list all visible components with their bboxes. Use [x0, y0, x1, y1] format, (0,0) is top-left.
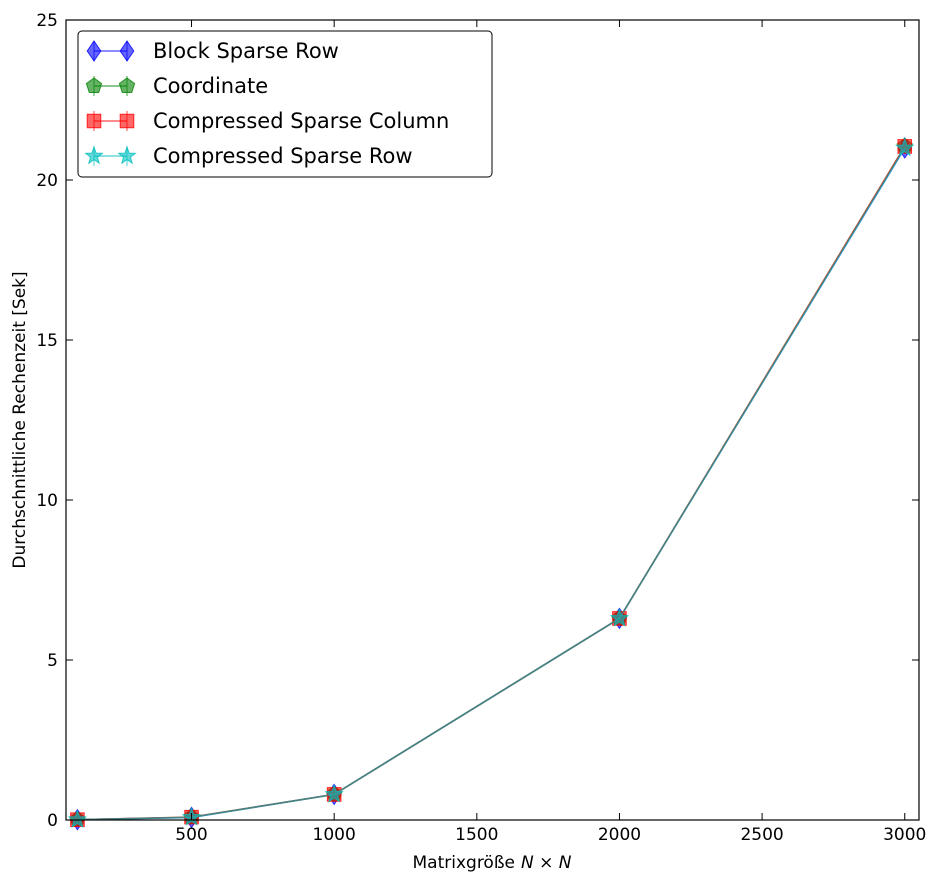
x-tick-label: 1500: [455, 825, 498, 845]
series-line: [77, 147, 906, 821]
legend-label: Coordinate: [153, 74, 268, 98]
x-axis-label: Matrixgröße N × N: [413, 853, 572, 873]
legend-box: [77, 30, 493, 178]
legend-item-3: Compressed Sparse Row: [84, 144, 413, 168]
ticks-layer: 500 1000 1500 2000 2500 3000 0 5 10 15 20 25: [36, 11, 926, 845]
series-line: [77, 147, 906, 821]
legend-marker: [84, 145, 104, 165]
y-tick-label: 5: [47, 651, 58, 671]
series-line: [77, 145, 906, 821]
legend-label: Block Sparse Row: [153, 39, 339, 63]
legend-items: Block Sparse Row Coordinate Compressed Spa…: [84, 39, 449, 168]
data-point: [609, 608, 630, 627]
series-line: [77, 145, 906, 821]
legend: Block Sparse Row Coordinate Compressed Spa…: [77, 30, 493, 178]
x-tick-label: 1000: [313, 825, 356, 845]
y-tick-label: 10: [36, 491, 58, 511]
x-axis-label-text: Matrixgröße: [413, 853, 516, 873]
x-tick-label: 3000: [883, 825, 926, 845]
legend-label: Compressed Sparse Column: [153, 109, 449, 133]
y-axis-label: Durchschnittliche Rechenzeit [Sek]: [10, 271, 30, 568]
data-point: [67, 809, 88, 828]
legend-marker: [86, 113, 102, 129]
series-2: [70, 139, 913, 827]
legend-label: Compressed Sparse Row: [153, 144, 413, 168]
legend-marker: [85, 77, 103, 93]
y-tick-label: 15: [36, 331, 58, 351]
data-point: [894, 137, 915, 157]
plot-frame: [65, 19, 920, 821]
series-0: [70, 137, 913, 831]
legend-marker: [86, 40, 102, 62]
x-tick-label: 2500: [740, 825, 783, 845]
x-axis-label-math: N × N: [521, 853, 572, 873]
legend-marker: [119, 40, 135, 62]
series-layer: [67, 137, 915, 831]
legend-item-1: Coordinate: [85, 74, 268, 98]
y-tick-label: 25: [36, 11, 58, 31]
legend-item-2: Compressed Sparse Column: [86, 109, 449, 133]
axes-layer: [65, 19, 920, 821]
series-3: [67, 137, 915, 828]
legend-marker: [118, 77, 136, 93]
data-point: [324, 784, 344, 803]
y-tick-label: 20: [36, 171, 58, 191]
series-1: [69, 137, 913, 827]
y-tick-label: 0: [47, 811, 58, 831]
x-tick-label: 500: [175, 825, 207, 845]
legend-marker: [119, 113, 135, 129]
legend-item-0: Block Sparse Row: [86, 39, 339, 63]
legend-marker: [117, 145, 137, 165]
x-tick-label: 2000: [598, 825, 641, 845]
